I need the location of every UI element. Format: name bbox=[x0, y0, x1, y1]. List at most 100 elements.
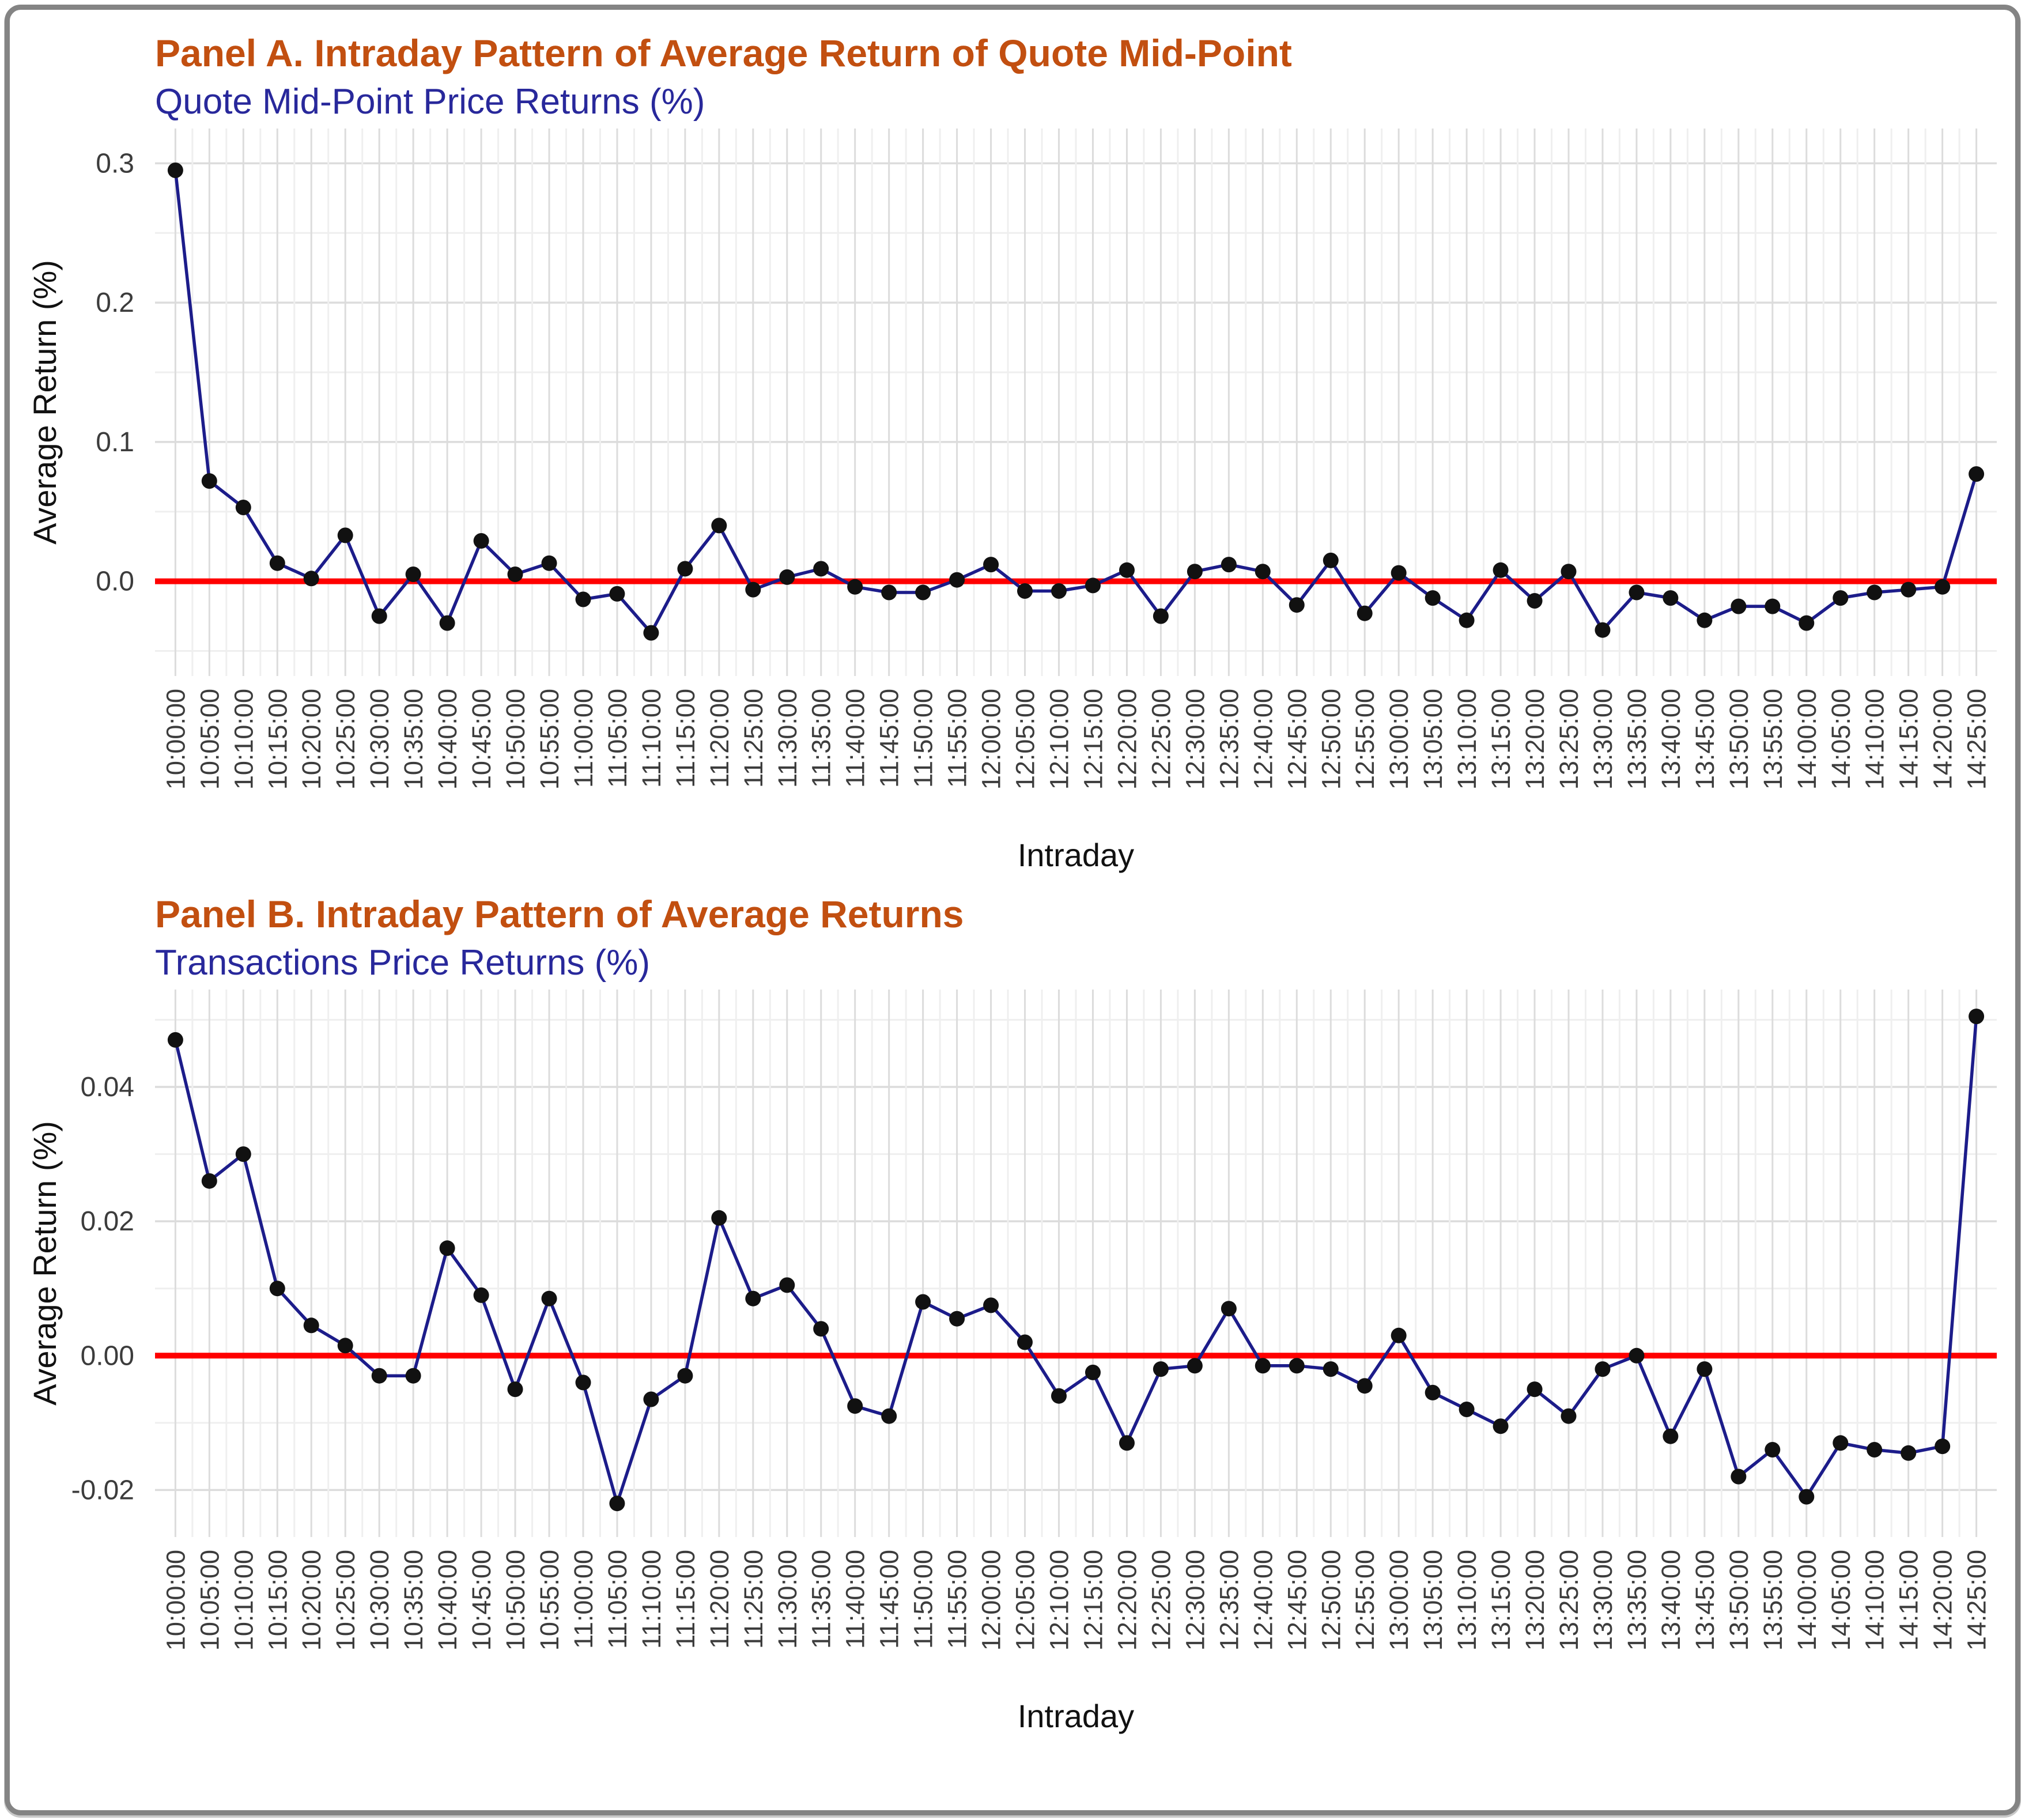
x-tick-label: 12:05:00 bbox=[1011, 1550, 1040, 1651]
x-tick-label: 13:30:00 bbox=[1588, 689, 1618, 790]
x-tick-label: 12:55:00 bbox=[1350, 689, 1380, 790]
data-point bbox=[167, 1032, 183, 1048]
x-tick-label: 12:15:00 bbox=[1079, 689, 1108, 790]
series-line bbox=[173, 1016, 1978, 1505]
x-tick-label: 10:10:00 bbox=[229, 689, 258, 790]
x-tick-label: 12:00:00 bbox=[977, 689, 1006, 790]
data-point bbox=[1867, 584, 1883, 601]
data-point bbox=[677, 1368, 693, 1384]
data-point bbox=[1663, 1428, 1679, 1444]
data-point bbox=[1153, 608, 1169, 624]
x-tick-label: 12:45:00 bbox=[1282, 1550, 1312, 1651]
x-tick-label: 11:05:00 bbox=[603, 689, 632, 788]
x-tick-label: 11:35:00 bbox=[807, 1550, 836, 1649]
x-tick-label: 14:15:00 bbox=[1894, 689, 1924, 790]
data-point bbox=[1289, 1358, 1305, 1374]
data-point bbox=[1527, 1381, 1543, 1398]
x-tick-label: 11:20:00 bbox=[705, 689, 734, 788]
x-tick-label: 13:15:00 bbox=[1486, 1550, 1516, 1651]
x-tick-label: 10:15:00 bbox=[263, 689, 292, 790]
y-tick-label: -0.02 bbox=[71, 1475, 134, 1505]
x-tick-label: 11:15:00 bbox=[671, 1550, 700, 1649]
data-point bbox=[1731, 1468, 1747, 1485]
data-point bbox=[609, 1496, 625, 1512]
data-point bbox=[1697, 612, 1713, 628]
panel-b-title: Panel B. Intraday Pattern of Average Ret… bbox=[155, 893, 964, 935]
x-tick-label: 11:00:00 bbox=[569, 689, 598, 788]
data-point bbox=[677, 561, 693, 577]
data-point bbox=[1187, 1358, 1203, 1374]
data-point bbox=[949, 1311, 965, 1327]
data-point bbox=[609, 586, 625, 602]
data-point bbox=[507, 1381, 523, 1398]
x-tick-label: 12:35:00 bbox=[1214, 1550, 1244, 1651]
data-point bbox=[1493, 1418, 1509, 1434]
data-point bbox=[1799, 615, 1815, 631]
data-point bbox=[1255, 564, 1271, 580]
data-point bbox=[1425, 590, 1441, 606]
panel-a-title: Panel A. Intraday Pattern of Average Ret… bbox=[155, 32, 1292, 74]
data-point bbox=[1391, 1327, 1407, 1343]
data-point bbox=[575, 591, 591, 607]
x-axis-title: Intraday bbox=[1018, 1698, 1134, 1734]
x-tick-label: 13:25:00 bbox=[1554, 689, 1584, 790]
x-tick-label: 13:50:00 bbox=[1724, 1550, 1754, 1651]
data-point bbox=[201, 473, 217, 489]
data-point bbox=[1085, 1364, 1101, 1380]
x-tick-label: 14:25:00 bbox=[1962, 1550, 1992, 1651]
data-point bbox=[779, 1277, 795, 1293]
x-tick-label: 12:20:00 bbox=[1113, 1550, 1142, 1651]
x-tick-label: 13:00:00 bbox=[1384, 689, 1414, 790]
x-tick-label: 12:05:00 bbox=[1011, 689, 1040, 790]
x-tick-label: 12:35:00 bbox=[1214, 689, 1244, 790]
x-tick-label: 14:00:00 bbox=[1792, 1550, 1822, 1651]
data-point bbox=[1153, 1361, 1169, 1377]
x-tick-label: 14:10:00 bbox=[1860, 689, 1890, 790]
data-point bbox=[847, 1398, 863, 1414]
x-tick-label: 11:10:00 bbox=[637, 689, 666, 788]
data-point bbox=[507, 567, 523, 582]
x-tick-label: 13:10:00 bbox=[1452, 689, 1482, 790]
x-tick-label: 12:40:00 bbox=[1248, 1550, 1278, 1651]
x-tick-label: 11:45:00 bbox=[875, 1550, 904, 1649]
x-tick-label: 13:40:00 bbox=[1656, 1550, 1686, 1651]
x-tick-label: 13:00:00 bbox=[1384, 1550, 1414, 1651]
x-tick-label: 10:35:00 bbox=[399, 689, 428, 790]
x-tick-label: 14:05:00 bbox=[1826, 689, 1856, 790]
data-point bbox=[1663, 590, 1679, 606]
panel-b-chart: 0.04 0.02 0.00 -0.02 10:00:00 10:05:00 10:10:0… bbox=[27, 990, 1997, 1734]
data-point bbox=[1765, 1442, 1781, 1457]
data-point bbox=[1833, 1435, 1849, 1451]
data-point bbox=[1459, 1402, 1475, 1417]
data-point bbox=[235, 1146, 251, 1162]
data-point bbox=[1595, 622, 1611, 638]
x-tick-label: 10:10:00 bbox=[229, 1550, 258, 1651]
x-tick-label: 10:50:00 bbox=[501, 1550, 530, 1651]
data-point bbox=[1595, 1361, 1611, 1377]
x-tick-label: 12:45:00 bbox=[1282, 689, 1312, 790]
x-tick-label: 13:55:00 bbox=[1758, 689, 1788, 790]
x-tick-label: 13:05:00 bbox=[1418, 1550, 1448, 1651]
y-axis-title: Average Return (%) bbox=[27, 260, 63, 545]
panel-b: Panel B. Intraday Pattern of Average Ret… bbox=[10, 878, 2015, 1739]
data-point bbox=[949, 572, 965, 588]
data-point bbox=[439, 615, 455, 631]
data-point bbox=[269, 555, 285, 571]
data-point bbox=[201, 1173, 217, 1189]
x-tick-label: 14:20:00 bbox=[1928, 689, 1958, 790]
x-tick-label: 11:50:00 bbox=[909, 1550, 938, 1649]
x-tick-label: 10:50:00 bbox=[501, 689, 530, 790]
data-point bbox=[1629, 584, 1645, 601]
data-point bbox=[1527, 593, 1543, 609]
data-point bbox=[371, 1368, 387, 1384]
x-tick-label: 13:50:00 bbox=[1724, 689, 1754, 790]
x-tick-label: 10:35:00 bbox=[399, 1550, 428, 1651]
data-point bbox=[303, 1317, 319, 1334]
data-point bbox=[1629, 1347, 1645, 1364]
x-tick-label: 10:55:00 bbox=[535, 1550, 564, 1651]
x-tick-label: 11:05:00 bbox=[603, 1550, 632, 1649]
data-point bbox=[1119, 562, 1135, 578]
data-point bbox=[779, 569, 795, 585]
data-point bbox=[1357, 1378, 1373, 1394]
x-tick-label: 10:20:00 bbox=[297, 689, 326, 790]
